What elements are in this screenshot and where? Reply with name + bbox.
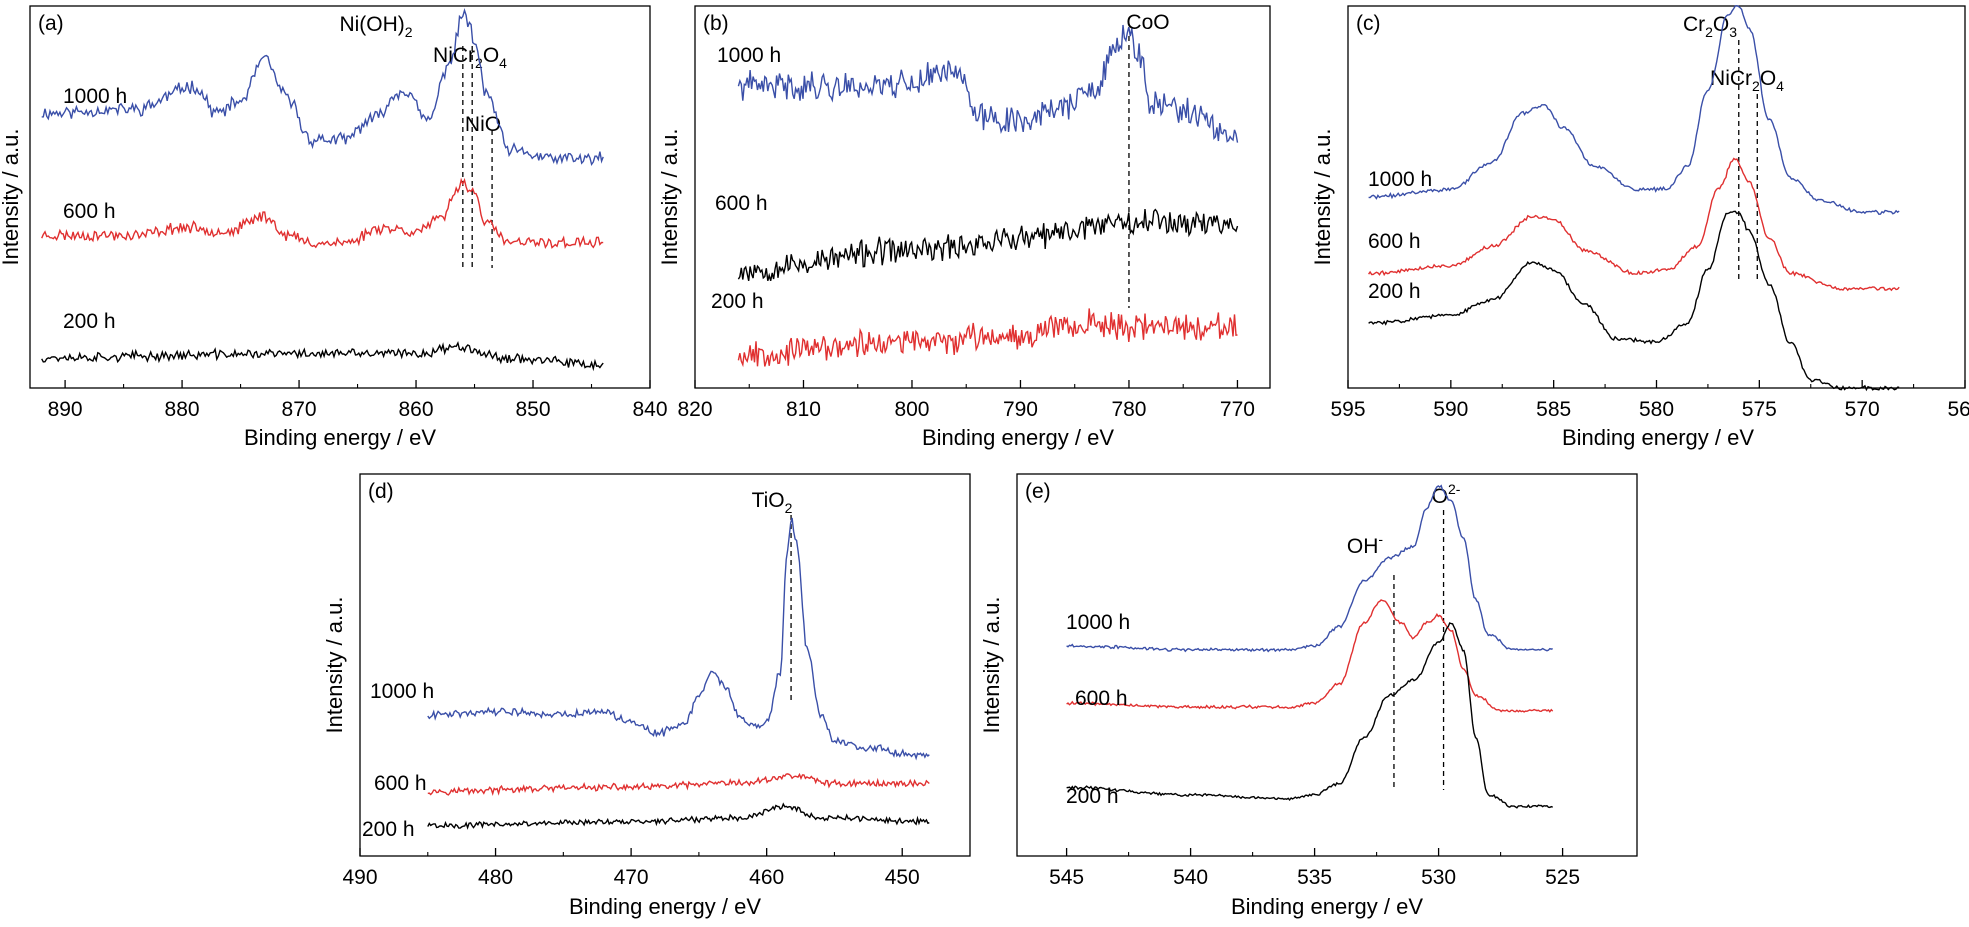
panel-d: (d) Binding energy / eV Intensity / a.u.… <box>322 473 971 919</box>
peak-label: O2- <box>1432 481 1461 508</box>
series-line-200-h <box>427 802 930 830</box>
x-tick-label: 870 <box>282 398 317 421</box>
panel-b: (b) Binding energy / eV Intensity / a.u.… <box>657 5 1271 450</box>
series-label: 600 h <box>1075 687 1128 710</box>
series-line-200-h <box>737 308 1238 368</box>
panel-c: (c) Binding energy / eV Intensity / a.u.… <box>1310 4 1969 450</box>
x-tick-label: 790 <box>1003 398 1038 421</box>
series-label: 200 h <box>1368 280 1421 303</box>
x-tick-label: 860 <box>399 398 434 421</box>
series-line-600-h <box>1368 157 1900 292</box>
y-axis-title: Intensity / a.u. <box>1310 129 1335 266</box>
x-tick-label: 840 <box>632 398 667 421</box>
series-label: 200 h <box>63 310 116 333</box>
panel-label: (d) <box>368 480 394 503</box>
x-tick-label: 820 <box>677 398 712 421</box>
x-tick-label: 770 <box>1220 398 1255 421</box>
peak-label: TiO2 <box>752 489 793 516</box>
series-label: 200 h <box>711 290 764 313</box>
series-line-1000-h <box>737 24 1239 143</box>
panel-a: (a) Binding energy / eV Intensity / a.u.… <box>0 5 668 450</box>
x-tick-label: 810 <box>786 398 821 421</box>
series-label: 1000 h <box>1368 168 1432 191</box>
series-line-600-h <box>427 772 930 796</box>
y-axis-title: Intensity / a.u. <box>657 129 682 266</box>
x-tick-label: 460 <box>749 866 784 889</box>
series-label: 600 h <box>374 772 427 795</box>
x-tick-label: 450 <box>885 866 920 889</box>
x-tick-label: 530 <box>1421 866 1456 889</box>
panel-e: (e) Binding energy / eV Intensity / a.u.… <box>979 473 1638 919</box>
x-tick-label: 575 <box>1742 398 1777 421</box>
peak-label: CoO <box>1126 11 1169 34</box>
series-line-1000-h <box>1368 4 1900 216</box>
plot-frame <box>359 473 971 857</box>
x-tick-label: 780 <box>1111 398 1146 421</box>
series-label: 600 h <box>63 200 116 223</box>
x-tick-label: 890 <box>48 398 83 421</box>
x-tick-label: 545 <box>1049 866 1084 889</box>
series-label: 200 h <box>1066 785 1119 808</box>
x-tick-label: 580 <box>1639 398 1674 421</box>
x-tick-label: 480 <box>478 866 513 889</box>
series-line-1000-h <box>1066 484 1553 653</box>
x-tick-label: 800 <box>894 398 929 421</box>
y-axis-title: Intensity / a.u. <box>0 129 23 266</box>
series-label: 1000 h <box>717 44 781 67</box>
series-line-200-h <box>1368 210 1900 392</box>
x-tick-label: 595 <box>1330 398 1365 421</box>
x-axis-title: Binding energy / eV <box>244 425 436 450</box>
x-tick-label: 540 <box>1173 866 1208 889</box>
series-line-1000-h <box>427 517 930 761</box>
x-axis-title: Binding energy / eV <box>1231 894 1423 919</box>
series-line-600-h <box>1066 599 1554 713</box>
series-label: 1000 h <box>63 85 127 108</box>
x-axis-title: Binding energy / eV <box>569 894 761 919</box>
peak-label: NiO <box>465 113 501 136</box>
x-tick-label: 585 <box>1536 398 1571 421</box>
y-axis-title: Intensity / a.u. <box>322 597 347 734</box>
x-tick-label: 525 <box>1545 866 1580 889</box>
x-axis-title: Binding energy / eV <box>922 425 1114 450</box>
series-label: 600 h <box>1368 230 1421 253</box>
panel-label: (e) <box>1025 480 1051 503</box>
plot-frame <box>1347 5 1966 389</box>
series-line-600-h <box>737 208 1239 281</box>
series-label: 1000 h <box>1066 611 1130 634</box>
peak-label: Ni(OH)2 <box>339 13 412 40</box>
plot-frame <box>1016 473 1638 857</box>
panel-label: (c) <box>1356 12 1381 35</box>
panel-label: (a) <box>38 12 64 35</box>
plot-frame <box>694 5 1271 389</box>
x-axis-title: Binding energy / eV <box>1562 425 1754 450</box>
series-line-200-h <box>41 340 604 372</box>
x-tick-label: 880 <box>165 398 200 421</box>
y-axis-title: Intensity / a.u. <box>979 597 1004 734</box>
peak-label: NiCr2O4 <box>433 44 507 71</box>
peak-label: NiCr2O4 <box>1710 67 1784 94</box>
x-tick-label: 470 <box>614 866 649 889</box>
series-line-1000-h <box>41 8 604 167</box>
x-tick-label: 565 <box>1947 398 1969 421</box>
plot-frame <box>29 5 651 389</box>
peak-label: Cr2O3 <box>1683 13 1737 40</box>
panel-label: (b) <box>703 12 729 35</box>
series-label: 1000 h <box>370 680 434 703</box>
peak-label: OH- <box>1347 531 1384 558</box>
series-line-200-h <box>1066 622 1553 809</box>
x-tick-label: 850 <box>515 398 550 421</box>
x-tick-label: 535 <box>1297 866 1332 889</box>
series-label: 200 h <box>362 818 415 841</box>
x-tick-label: 490 <box>342 866 377 889</box>
series-label: 600 h <box>715 192 768 215</box>
series-line-600-h <box>41 177 604 250</box>
x-tick-label: 590 <box>1433 398 1468 421</box>
x-tick-label: 570 <box>1845 398 1880 421</box>
